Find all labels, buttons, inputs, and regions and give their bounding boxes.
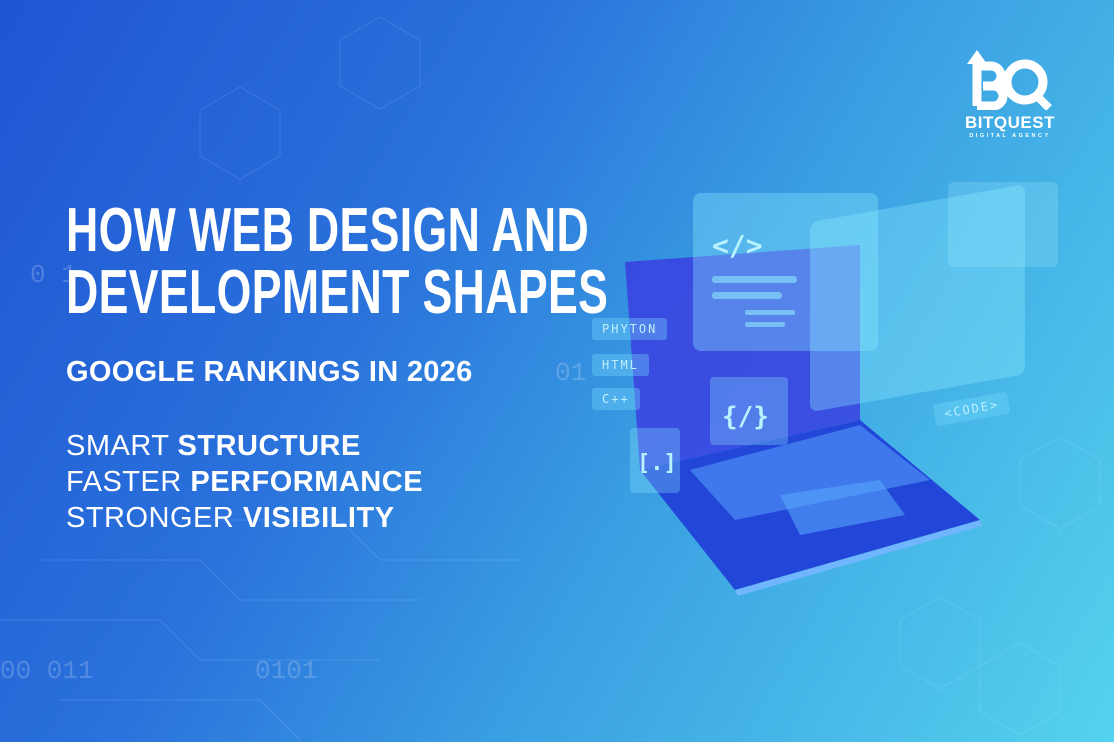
code-symbol: [.] xyxy=(637,451,677,476)
logo-name: BITQUEST xyxy=(965,113,1055,132)
logo-mark-icon xyxy=(967,50,1052,111)
bitquest-logo: BITQUEST DIGITAL AGENCY xyxy=(960,48,1060,139)
chip-python: PHYTON xyxy=(592,318,668,340)
laptop-illustration: </> {/} [.] xyxy=(625,182,1058,596)
code-symbol: </> xyxy=(712,229,763,262)
tagline-light: STRONGER xyxy=(66,502,243,534)
tagline: STRONGER VISIBILITY xyxy=(66,500,423,536)
chip-cpp: C++ xyxy=(592,388,640,410)
taglines: SMART STRUCTURE FASTER PERFORMANCE STRON… xyxy=(66,428,423,536)
tagline: SMART STRUCTURE xyxy=(66,428,423,464)
title-line-1: HOW WEB DESIGN AND xyxy=(66,196,590,265)
tagline-bold: PERFORMANCE xyxy=(190,466,424,498)
page-title: HOW WEB DESIGN AND DEVELOPMENT SHAPES xyxy=(66,200,608,324)
binary-text: 0 1 xyxy=(30,260,77,290)
tagline-light: FASTER xyxy=(66,466,191,498)
binary-text: 00 011 xyxy=(0,656,94,686)
binary-text: 0101 xyxy=(255,656,317,686)
chip-html: HTML xyxy=(592,354,649,376)
title-line-2: DEVELOPMENT SHAPES xyxy=(66,258,609,327)
tagline: FASTER PERFORMANCE xyxy=(66,464,423,500)
code-symbol: {/} xyxy=(722,402,769,432)
tagline-bold: VISIBILITY xyxy=(242,502,395,534)
binary-text: 01 xyxy=(555,358,586,388)
tagline-light: SMART xyxy=(66,430,178,462)
subtitle: GOOGLE RANKINGS IN 2026 xyxy=(66,356,473,388)
tagline-bold: STRUCTURE xyxy=(177,430,361,462)
logo-tagline: DIGITAL AGENCY xyxy=(969,133,1051,139)
